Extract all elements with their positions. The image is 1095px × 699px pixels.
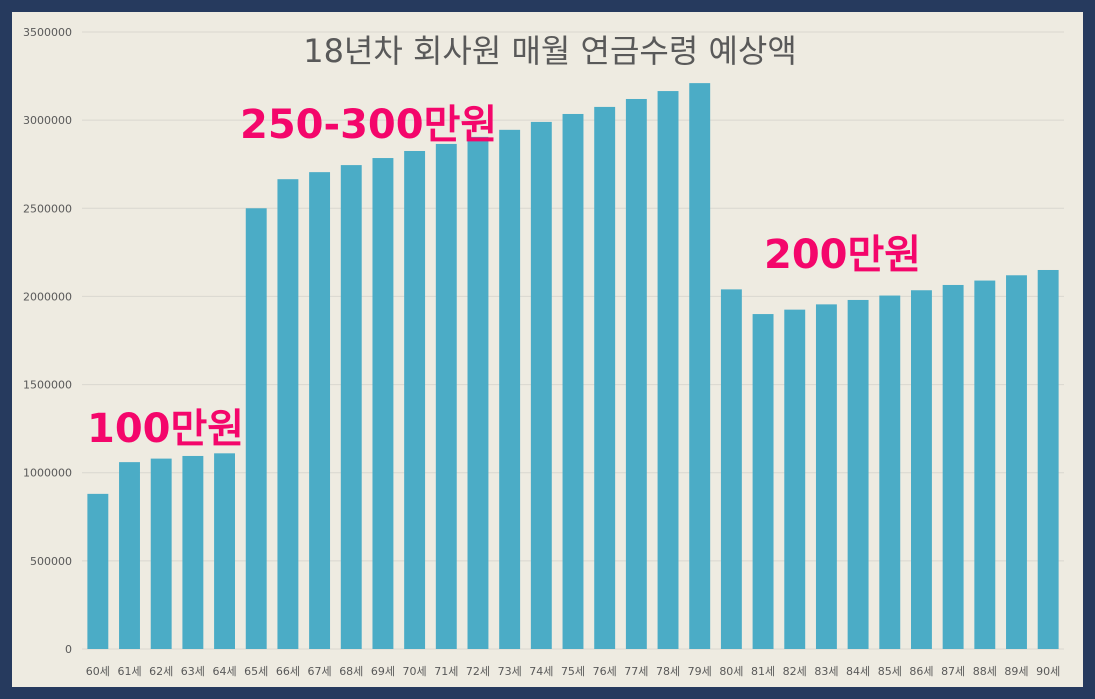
y-tick-label: 2000000	[23, 290, 72, 303]
bar-83세	[815, 304, 837, 649]
x-tick-label: 84세	[846, 665, 870, 678]
x-tick-label: 66세	[276, 665, 300, 678]
x-tick-label: 74세	[529, 665, 553, 678]
chart-title: 18년차 회사원 매월 연금수령 예상액	[303, 32, 797, 70]
bar-67세	[309, 172, 331, 649]
x-tick-label: 76세	[593, 665, 617, 678]
x-tick-label: 78세	[656, 665, 680, 678]
y-tick-label: 3500000	[23, 26, 72, 39]
bar-61세	[119, 462, 140, 649]
x-tick-label: 62세	[149, 665, 173, 678]
x-tick-label: 81세	[751, 665, 775, 678]
bar-74세	[530, 121, 552, 650]
bar-90세	[1037, 269, 1059, 649]
x-tick-label: 87세	[941, 665, 965, 678]
bar-chart: 0 500000 1000000 1500000 2000000 2500000 30000…	[23, 26, 1064, 678]
bar-64세	[214, 453, 236, 649]
bar-62세	[150, 458, 172, 649]
annotation-100: 100만원	[87, 406, 244, 452]
bar-89세	[1006, 275, 1027, 649]
x-tick-label: 67세	[308, 665, 332, 678]
bar-71세	[435, 143, 457, 650]
bar-68세	[340, 165, 362, 650]
bar-87세	[942, 284, 964, 649]
x-tick-label: 86세	[909, 665, 933, 678]
bar-84세	[847, 299, 869, 649]
bar-73세	[499, 129, 521, 649]
bar-69세	[372, 158, 394, 649]
bar-86세	[910, 290, 932, 649]
x-tick-label: 70세	[403, 665, 427, 678]
x-tick-label: 68세	[339, 665, 363, 678]
bar-76세	[594, 106, 616, 649]
x-tick-label: 75세	[561, 665, 585, 678]
x-tick-label: 72세	[466, 665, 490, 678]
bar-78세	[657, 91, 679, 649]
y-tick-label: 3000000	[23, 114, 72, 127]
bar-60세	[87, 493, 109, 649]
x-tick-label: 80세	[719, 665, 743, 678]
bar-79세	[689, 83, 711, 649]
x-tick-label: 60세	[86, 665, 110, 678]
bar-88세	[974, 280, 996, 649]
bar-82세	[784, 309, 806, 649]
x-tick-label: 88세	[973, 665, 997, 678]
bars	[87, 83, 1059, 650]
bar-65세	[245, 208, 267, 650]
annotation-200: 200만원	[764, 232, 921, 278]
bar-85세	[879, 295, 901, 649]
x-tick-label: 65세	[244, 665, 268, 678]
y-tick-label: 1000000	[23, 467, 72, 480]
x-tick-label: 89세	[1004, 665, 1028, 678]
y-tick-label: 1500000	[23, 379, 72, 392]
x-tick-label: 82세	[783, 665, 807, 678]
x-tick-label: 63세	[181, 665, 205, 678]
bar-75세	[562, 113, 584, 650]
y-tick-label: 2500000	[23, 202, 72, 215]
bar-72세	[467, 136, 489, 649]
x-tick-label: 77세	[624, 665, 648, 678]
annotation-250-300: 250-300만원	[240, 102, 497, 148]
bar-81세	[752, 314, 774, 649]
y-axis-ticks: 0 500000 1000000 1500000 2000000 2500000 30000…	[23, 26, 72, 656]
x-tick-label: 69세	[371, 665, 395, 678]
x-tick-label: 64세	[212, 665, 236, 678]
x-tick-label: 61세	[117, 665, 141, 678]
x-tick-label: 83세	[814, 665, 838, 678]
y-tick-label: 0	[65, 643, 72, 656]
chart-area: 0 500000 1000000 1500000 2000000 2500000 30000…	[12, 12, 1083, 687]
x-tick-label: 79세	[688, 665, 712, 678]
y-tick-label: 500000	[30, 555, 72, 568]
bar-63세	[182, 455, 204, 649]
x-tick-label: 90세	[1036, 665, 1060, 678]
bar-66세	[277, 179, 299, 649]
x-tick-label: 85세	[878, 665, 902, 678]
bar-80세	[720, 289, 742, 649]
x-tick-label: 73세	[498, 665, 522, 678]
x-axis-ticks: 60세 61세 62세 63세 64세 65세 66세 67세 68세 69세 70세 71세 72세 7…	[86, 665, 1060, 678]
bar-70세	[404, 150, 426, 649]
bar-77세	[625, 98, 647, 649]
x-tick-label: 71세	[434, 665, 458, 678]
